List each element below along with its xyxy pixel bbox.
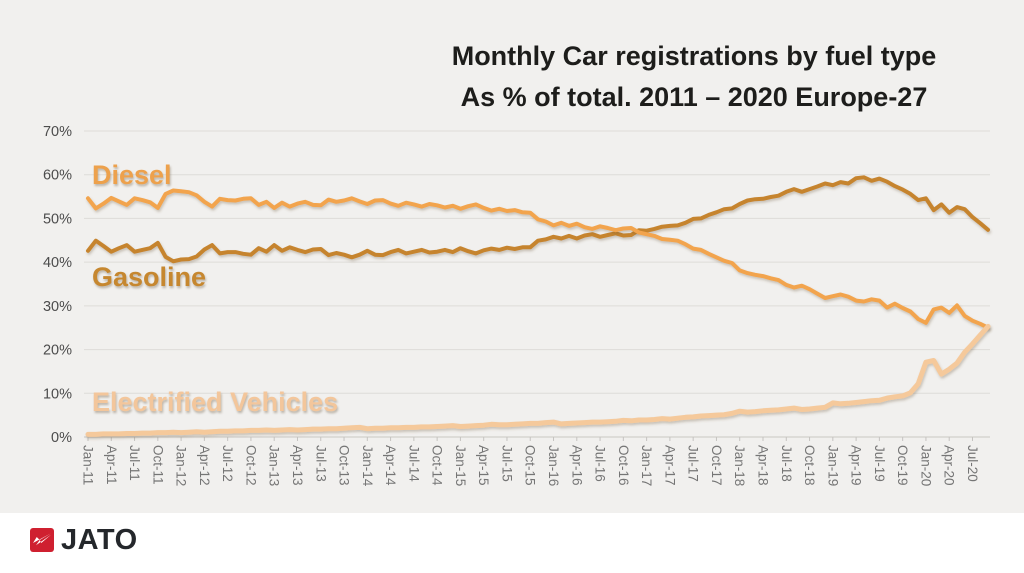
x-axis-label-Jul-14: Jul-14 <box>406 445 421 482</box>
x-axis-label-Oct-14: Oct-14 <box>430 445 445 486</box>
x-axis-label-Oct-16: Oct-16 <box>616 445 631 486</box>
x-axis-label-Jul-18: Jul-18 <box>779 445 794 482</box>
electrified-vehicles-series-label: Electrified Vehicles <box>92 387 339 417</box>
x-axis-label-Jan-12: Jan-12 <box>174 445 189 486</box>
y-axis-label-70%: 70% <box>43 124 72 140</box>
x-axis-label-Oct-19: Oct-19 <box>895 445 910 486</box>
gasoline-series-label: Gasoline <box>92 262 207 292</box>
jato-logo-text: JATO <box>61 524 138 556</box>
y-axis-label-10%: 10% <box>43 386 72 402</box>
x-axis-label-Jan-14: Jan-14 <box>360 445 375 487</box>
x-axis-label-Apr-16: Apr-16 <box>569 445 584 486</box>
x-axis-label-Oct-15: Oct-15 <box>523 445 538 486</box>
y-axis-label-50%: 50% <box>43 211 72 227</box>
fuel-share-line-chart: 0% 10% 20% 30% 40% 50% 60% 70% Jan-11 Apr-11 Jul-1… <box>43 124 991 487</box>
chart-area: 0% 10% 20% 30% 40% 50% 60% 70% Jan-11 Apr-11 Jul-1… <box>0 0 1024 513</box>
chart-subtitle: As % of total. 2011 – 2020 Europe-27 <box>460 82 928 112</box>
y-axis-label-30%: 30% <box>43 299 72 315</box>
x-axis-label-Apr-13: Apr-13 <box>290 445 305 486</box>
x-axis-label-Jul-20: Jul-20 <box>965 445 980 482</box>
x-axis-label-Jul-15: Jul-15 <box>499 445 514 482</box>
x-axis-label-Oct-17: Oct-17 <box>709 445 724 486</box>
y-axis-label-20%: 20% <box>43 343 72 359</box>
line-diesel <box>86 188 990 330</box>
x-axis-label-Jul-11: Jul-11 <box>127 445 142 481</box>
x-axis-label-Apr-12: Apr-12 <box>197 445 212 486</box>
x-axis-label-Oct-18: Oct-18 <box>802 445 817 486</box>
x-axis-label-Oct-11: Oct-11 <box>150 445 165 485</box>
jato-logo: JATO <box>30 524 138 556</box>
diesel-series-label: Diesel <box>92 160 172 190</box>
x-axis-label-Jul-13: Jul-13 <box>313 445 328 482</box>
line-electrified-vehicles <box>85 323 991 437</box>
x-axis-label-Oct-13: Oct-13 <box>337 445 352 486</box>
x-axis-label-Apr-17: Apr-17 <box>662 445 677 486</box>
x-axis-label-Jan-17: Jan-17 <box>639 445 654 486</box>
x-axis-label-Jul-12: Jul-12 <box>220 445 235 482</box>
y-axis-label-40%: 40% <box>43 255 72 271</box>
x-axis-label-Apr-11: Apr-11 <box>104 445 119 485</box>
x-axis-label-Jan-13: Jan-13 <box>267 445 282 486</box>
x-axis-label-Apr-14: Apr-14 <box>383 445 398 486</box>
x-axis-label-Apr-19: Apr-19 <box>849 445 864 486</box>
x-axis-label-Jan-19: Jan-19 <box>825 445 840 486</box>
x-axis-label-Jan-20: Jan-20 <box>918 445 933 486</box>
x-axis-label-Apr-15: Apr-15 <box>476 445 491 486</box>
y-axis-label-0%: 0% <box>51 430 72 446</box>
x-axis-label-Jan-16: Jan-16 <box>546 445 561 486</box>
x-axis-label-Jul-19: Jul-19 <box>872 445 887 482</box>
jato-arrow-icon <box>30 528 54 552</box>
line-gasoline <box>86 175 990 264</box>
x-axis-label-Jan-18: Jan-18 <box>732 445 747 486</box>
footer-bar: JATO <box>0 513 1024 573</box>
x-axis-label-Jan-15: Jan-15 <box>453 445 468 486</box>
x-axis-label-Jul-17: Jul-17 <box>686 445 701 482</box>
x-axis-label-Oct-12: Oct-12 <box>243 445 258 486</box>
x-axis-label-Apr-20: Apr-20 <box>942 445 957 486</box>
y-axis-label-60%: 60% <box>43 168 72 184</box>
x-axis-label-Jul-16: Jul-16 <box>593 445 608 482</box>
x-axis-label-Jan-11: Jan-11 <box>81 445 96 485</box>
x-axis-label-Apr-18: Apr-18 <box>756 445 771 486</box>
chart-title-block: Monthly Car registrations by fuel type A… <box>388 36 1000 118</box>
chart-title: Monthly Car registrations by fuel type <box>451 41 937 71</box>
